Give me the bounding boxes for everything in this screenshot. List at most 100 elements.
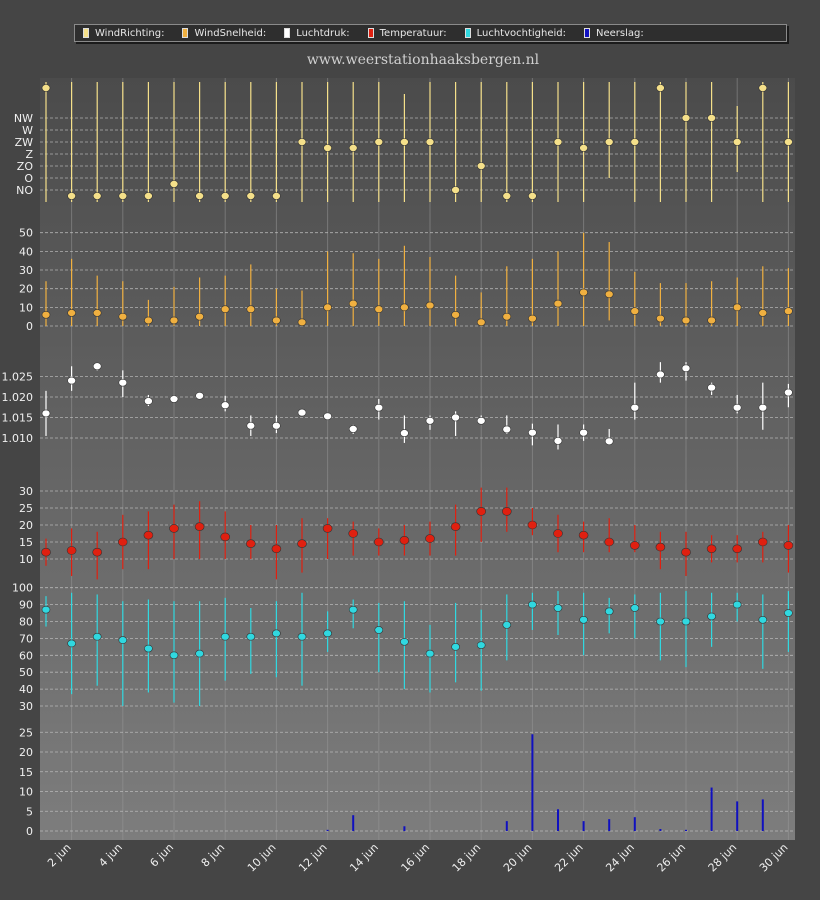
data-point — [194, 522, 205, 532]
data-point — [656, 617, 665, 626]
data-point — [553, 437, 563, 445]
data-point — [195, 312, 204, 321]
data-point — [502, 312, 512, 321]
data-point — [272, 421, 281, 430]
neerslag-bar — [403, 826, 406, 831]
neerslag-bar — [761, 799, 764, 831]
data-point — [399, 535, 410, 545]
data-point — [144, 316, 153, 325]
data-point — [732, 600, 742, 609]
data-point — [297, 408, 307, 417]
y-tick-label: 0 — [26, 825, 33, 838]
data-point — [579, 428, 588, 437]
data-point — [374, 138, 384, 146]
y-tick-label: 15 — [19, 766, 33, 779]
data-point — [784, 138, 793, 146]
data-point — [784, 609, 793, 617]
legend-label-windrichting: WindRichting: — [95, 27, 165, 39]
y-tick-label: 10 — [19, 553, 33, 566]
neerslag-bar — [659, 829, 662, 831]
y-tick-label: 15 — [19, 536, 33, 549]
y-tick-label: 30 — [19, 700, 33, 713]
y-tick-label: 20 — [19, 746, 33, 759]
data-point — [323, 303, 332, 312]
y-tick-label: NO — [16, 184, 33, 197]
y-tick-label: 30 — [19, 485, 33, 498]
data-point — [400, 138, 409, 146]
data-point — [195, 649, 204, 658]
data-point — [425, 301, 435, 310]
y-tick-label: 20 — [19, 519, 33, 532]
data-point — [195, 391, 204, 400]
legend-swatch-temperatuur — [367, 28, 374, 38]
y-tick-label: 100 — [12, 582, 33, 595]
neerslag-bar — [608, 819, 611, 831]
data-point — [476, 416, 486, 425]
data-point — [681, 316, 691, 325]
data-point — [451, 186, 460, 194]
x-tick-label: 12 jun — [296, 841, 330, 875]
data-point — [630, 307, 640, 315]
x-tick-label: 10 jun — [245, 841, 279, 875]
legend-swatch-windrichting — [83, 28, 89, 38]
data-point — [476, 641, 486, 649]
data-point — [297, 318, 307, 327]
neerslag-bar — [710, 787, 713, 831]
data-point — [528, 428, 537, 437]
data-point — [143, 530, 154, 540]
site-url: www.weerstationhaaksbergen.nl — [306, 52, 540, 68]
data-point — [400, 303, 409, 312]
data-point — [425, 534, 435, 543]
data-point — [528, 314, 537, 323]
data-point — [758, 616, 768, 624]
legend-label-temperatuur: Temperatuur: — [379, 27, 447, 39]
data-point — [528, 192, 537, 200]
data-point — [758, 309, 768, 317]
data-point — [604, 607, 614, 616]
data-point — [630, 138, 640, 146]
data-point — [144, 644, 153, 653]
data-point — [502, 425, 512, 434]
y-tick-label: O — [24, 172, 33, 185]
data-point — [553, 529, 563, 538]
data-point — [297, 138, 307, 146]
data-point — [732, 544, 743, 554]
data-point — [322, 524, 333, 533]
data-point — [476, 507, 487, 516]
data-point — [604, 537, 615, 547]
data-point — [656, 84, 665, 92]
data-point — [41, 547, 51, 557]
data-point — [118, 192, 128, 200]
data-point — [630, 604, 640, 612]
legend-item-temperatuur: Temperatuur: — [367, 27, 447, 39]
data-point — [169, 395, 179, 403]
data-point — [67, 376, 76, 385]
x-tick-label: 4 jun — [96, 841, 125, 870]
data-point — [553, 299, 563, 308]
neerslag-bar — [326, 829, 329, 831]
data-point — [118, 378, 128, 387]
data-point — [373, 537, 384, 547]
legend-label-luchtvochtigheid: Luchtvochtigheid: — [476, 27, 566, 39]
y-tick-label: 80 — [19, 616, 33, 629]
legend-label-neerslag: Neerslag: — [596, 27, 644, 39]
data-point — [272, 192, 281, 200]
data-point — [732, 403, 742, 412]
legend-item-windrichting: WindRichting: — [83, 28, 164, 39]
data-point — [527, 520, 538, 530]
data-point — [450, 522, 461, 532]
data-point — [604, 138, 614, 146]
data-point — [92, 362, 102, 371]
data-point — [476, 162, 486, 170]
legend-label-luchtdruk: Luchtdruk: — [296, 27, 350, 39]
data-point — [220, 305, 230, 314]
y-tick-label: 1.015 — [2, 412, 34, 425]
legend-swatch-luchtvochtigheid — [464, 28, 471, 38]
data-point — [758, 84, 768, 92]
data-point — [604, 437, 614, 446]
data-point — [400, 429, 409, 437]
data-point — [67, 309, 76, 317]
neerslag-bar — [633, 817, 636, 831]
data-point — [169, 651, 179, 660]
y-tick-label: 1.020 — [2, 391, 34, 404]
